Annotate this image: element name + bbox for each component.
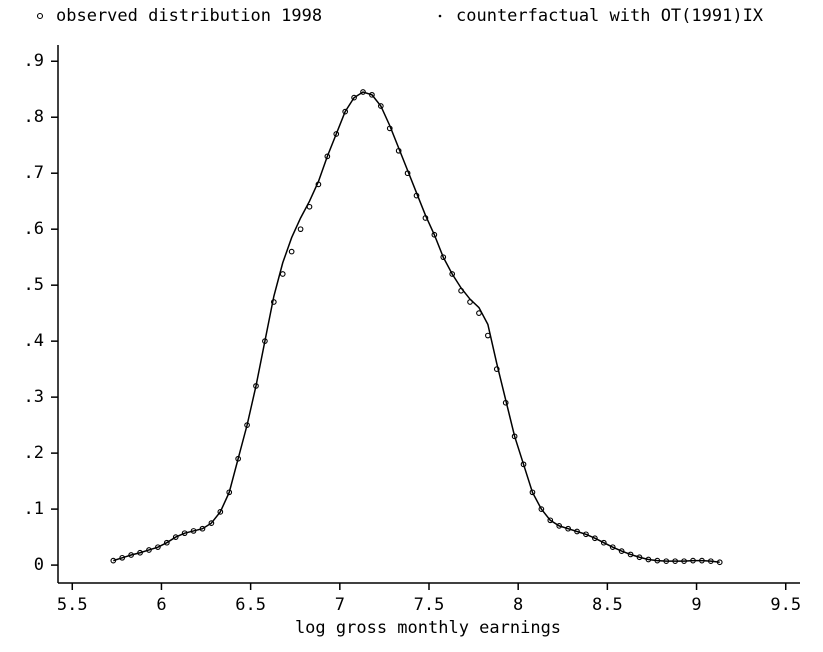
x-axis-label: log gross monthly earnings bbox=[295, 618, 561, 638]
x-tick-label: 8 bbox=[513, 595, 523, 615]
y-tick-label: 0 bbox=[34, 555, 44, 575]
data-point bbox=[351, 94, 357, 101]
x-tick-label: 8.5 bbox=[592, 595, 623, 615]
data-point bbox=[431, 231, 438, 238]
data-point bbox=[538, 506, 545, 512]
x-tick-label: 7.5 bbox=[414, 595, 445, 615]
data-point bbox=[377, 103, 384, 109]
y-tick-label: .7 bbox=[24, 163, 44, 183]
data-point bbox=[297, 226, 304, 233]
legend-symbol bbox=[438, 14, 442, 18]
legend-label: observed distribution 1998 bbox=[56, 6, 322, 26]
x-tick-label: 6.5 bbox=[235, 595, 266, 615]
data-point bbox=[172, 534, 179, 540]
y-tick-label: .8 bbox=[24, 107, 44, 127]
x-tick-label: 7 bbox=[335, 595, 345, 615]
data-point bbox=[449, 271, 456, 277]
y-tick-label: .9 bbox=[24, 51, 44, 71]
data-point bbox=[288, 248, 295, 255]
data-line bbox=[113, 91, 720, 564]
data-point bbox=[547, 517, 554, 524]
data-point bbox=[333, 131, 340, 137]
y-tick-label: .6 bbox=[24, 219, 44, 239]
data-point bbox=[208, 520, 215, 526]
data-point bbox=[600, 539, 607, 546]
x-tick-label: 6 bbox=[156, 595, 166, 615]
data-point bbox=[342, 108, 349, 115]
data-point bbox=[493, 366, 500, 372]
x-tick-label: 9 bbox=[691, 595, 701, 615]
x-tick-label: 5.5 bbox=[57, 595, 88, 615]
data-point bbox=[609, 544, 616, 551]
data-point bbox=[618, 548, 625, 554]
y-tick-label: .2 bbox=[24, 443, 44, 463]
data-point bbox=[279, 271, 286, 277]
data-point bbox=[217, 509, 224, 515]
y-tick-label: .1 bbox=[24, 499, 44, 519]
y-tick-label: .4 bbox=[24, 331, 44, 351]
y-tick-label: .3 bbox=[24, 387, 44, 407]
x-tick-label: 9.5 bbox=[770, 595, 801, 615]
y-tick-label: .5 bbox=[24, 275, 44, 295]
data-point bbox=[163, 539, 170, 546]
data-point bbox=[324, 153, 331, 160]
data-point bbox=[592, 535, 598, 542]
legend-symbol bbox=[36, 12, 44, 20]
legend-label: counterfactual with OT(1991)IX bbox=[456, 6, 764, 26]
data-point bbox=[440, 254, 447, 261]
